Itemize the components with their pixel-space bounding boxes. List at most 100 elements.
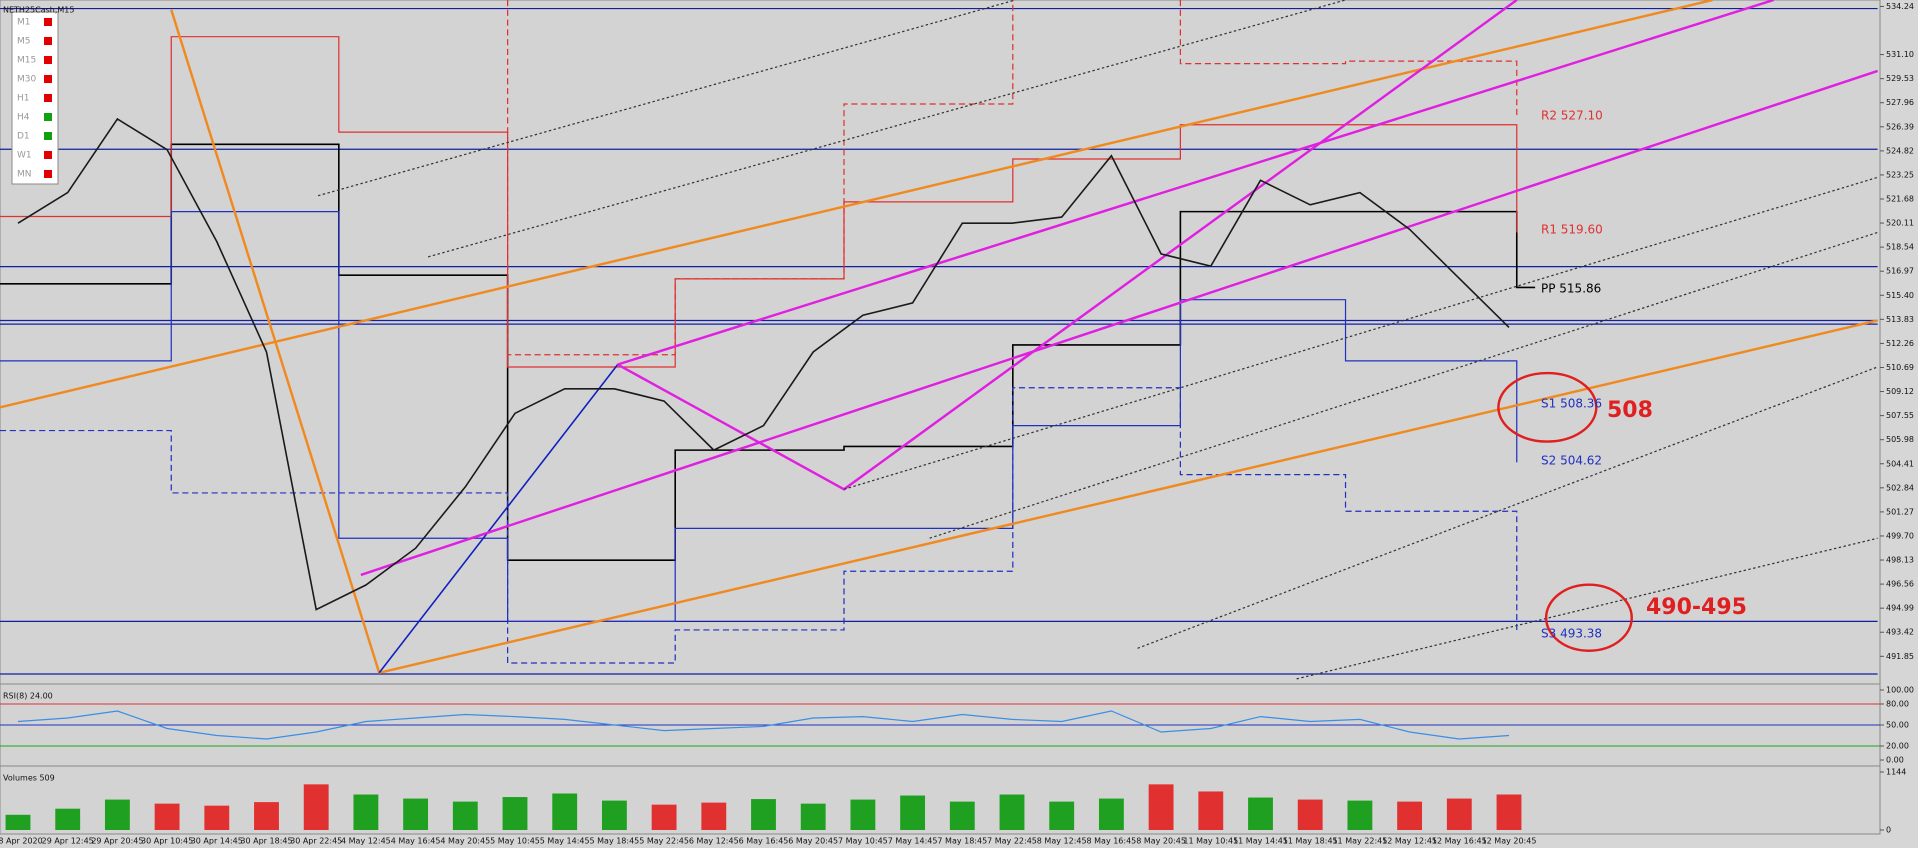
y-tick-label: 0: [1886, 826, 1891, 835]
timeframe-label[interactable]: D1: [17, 132, 30, 142]
pivot-label: R1 519.60: [1541, 223, 1603, 237]
timeframe-indicator[interactable]: [44, 37, 52, 45]
y-tick-label: 534.24: [1886, 2, 1914, 11]
pivot-line: [0, 143, 1536, 562]
panel-title: Volumes 509: [3, 774, 55, 783]
x-tick-label: 6 May 12:45: [689, 837, 739, 846]
y-tick-label: 513.83: [1886, 315, 1914, 324]
x-tick-label: 11 May 10:45: [1183, 837, 1238, 846]
volume-bar: [651, 804, 677, 830]
y-tick-label: 510.69: [1886, 363, 1914, 372]
y-tick-label: 20.00: [1886, 742, 1909, 751]
timeframe-indicator[interactable]: [44, 56, 52, 64]
y-tick-label: 518.54: [1886, 243, 1914, 252]
volume-bar: [502, 797, 528, 830]
x-tick-label: 7 May 10:45: [838, 837, 888, 846]
volume-bar: [1347, 800, 1373, 830]
x-tick-label: 11 May 14:45: [1233, 837, 1288, 846]
r2-line: [507, 0, 1014, 356]
trend-line: [0, 0, 1713, 409]
y-tick-label: 501.27: [1886, 507, 1914, 516]
x-tick-label: 28 Apr 2020: [0, 837, 43, 846]
fib-line: [317, 0, 1016, 197]
timeframe-indicator[interactable]: [44, 132, 52, 140]
x-tick-label: 12 May 12:45: [1382, 837, 1437, 846]
y-tick-label: 491.85: [1886, 652, 1914, 661]
y-tick-label: 523.25: [1886, 170, 1914, 179]
volume-bar: [403, 798, 429, 830]
timeframe-indicator[interactable]: [44, 170, 52, 178]
timeframe-indicator[interactable]: [44, 94, 52, 102]
x-tick-label: 30 Apr 18:45: [240, 837, 292, 846]
timeframe-label[interactable]: W1: [17, 151, 32, 161]
volume-bar: [55, 808, 81, 830]
y-tick-label: 0.00: [1886, 756, 1904, 765]
target-circle: [1497, 371, 1598, 443]
panel-title: RSI(8) 24.00: [3, 692, 53, 701]
y-tick-label: 531.10: [1886, 50, 1914, 59]
y-tick-label: 502.84: [1886, 483, 1914, 492]
volume-bar: [751, 799, 776, 830]
volume-bar: [1496, 794, 1522, 830]
x-tick-label: 12 May 16:45: [1432, 837, 1487, 846]
target-circle: [1544, 583, 1633, 652]
y-tick-label: 498.13: [1886, 556, 1914, 565]
trend-line: [378, 319, 1878, 674]
timeframe-label[interactable]: H4: [17, 113, 30, 123]
target-label: 490-495: [1646, 595, 1747, 620]
target-label: 508: [1607, 398, 1653, 423]
pivot-label: S3 493.38: [1541, 627, 1602, 641]
timeframe-label[interactable]: M15: [17, 56, 36, 66]
plot-frame: [0, 0, 1881, 835]
timeframe-indicator[interactable]: [44, 75, 52, 83]
volume-bar: [254, 802, 279, 830]
timeframe-label[interactable]: MN: [17, 170, 32, 180]
pivot-label: S1 508.36: [1541, 397, 1602, 411]
volume-bar: [601, 800, 627, 830]
volume-bar: [850, 799, 876, 830]
panel-title: NETH25Cash,M15: [3, 6, 74, 15]
fib-line: [1296, 537, 1878, 680]
y-tick-label: 524.82: [1886, 146, 1914, 155]
timeframe-indicator[interactable]: [44, 113, 52, 121]
y-tick-label: 515.40: [1886, 291, 1914, 300]
volume-bar: [800, 803, 826, 830]
x-tick-label: 29 Apr 12:45: [42, 837, 94, 846]
x-tick-label: 7 May 14:45: [888, 837, 938, 846]
y-tick-label: 496.56: [1886, 580, 1914, 589]
volume-bar: [949, 801, 975, 830]
x-tick-label: 11 May 22:45: [1332, 837, 1387, 846]
x-tick-label: 7 May 22:45: [987, 837, 1037, 846]
timeframe-indicator[interactable]: [44, 18, 52, 26]
volume-bar: [154, 803, 180, 830]
y-tick-label: 521.68: [1886, 195, 1914, 204]
x-tick-label: 4 May 16:45: [391, 837, 441, 846]
x-tick-label: 8 May 20:45: [1136, 837, 1186, 846]
volume-bar: [1248, 797, 1273, 830]
y-tick-label: 512.26: [1886, 339, 1914, 348]
y-tick-label: 505.98: [1886, 435, 1914, 444]
y-tick-label: 50.00: [1886, 721, 1909, 730]
volume-bar: [999, 794, 1025, 830]
timeframe-label[interactable]: M5: [17, 37, 31, 47]
x-tick-label: 30 Apr 10:45: [141, 837, 193, 846]
timeframe-label[interactable]: M30: [17, 75, 36, 85]
pivot-label: PP 515.86: [1541, 282, 1601, 296]
y-tick-label: 499.70: [1886, 531, 1914, 540]
volume-bar: [552, 793, 578, 830]
pivot-label: S2 504.62: [1541, 454, 1602, 468]
x-tick-label: 30 Apr 14:45: [191, 837, 243, 846]
x-tick-label: 7 May 18:45: [937, 837, 987, 846]
timeframe-label[interactable]: H1: [17, 94, 30, 104]
price-line: [17, 710, 1510, 740]
volume-bar: [452, 801, 478, 830]
trend-line: [378, 364, 619, 674]
volume-bar: [104, 799, 130, 830]
x-tick-label: 30 Apr 22:45: [290, 837, 342, 846]
x-tick-label: 8 May 12:45: [1037, 837, 1087, 846]
y-tick-label: 529.53: [1886, 74, 1914, 83]
volume-bar: [353, 794, 379, 830]
timeframe-indicator[interactable]: [44, 151, 52, 159]
timeframe-label[interactable]: M1: [17, 18, 31, 28]
channel-line: [617, 0, 1775, 366]
